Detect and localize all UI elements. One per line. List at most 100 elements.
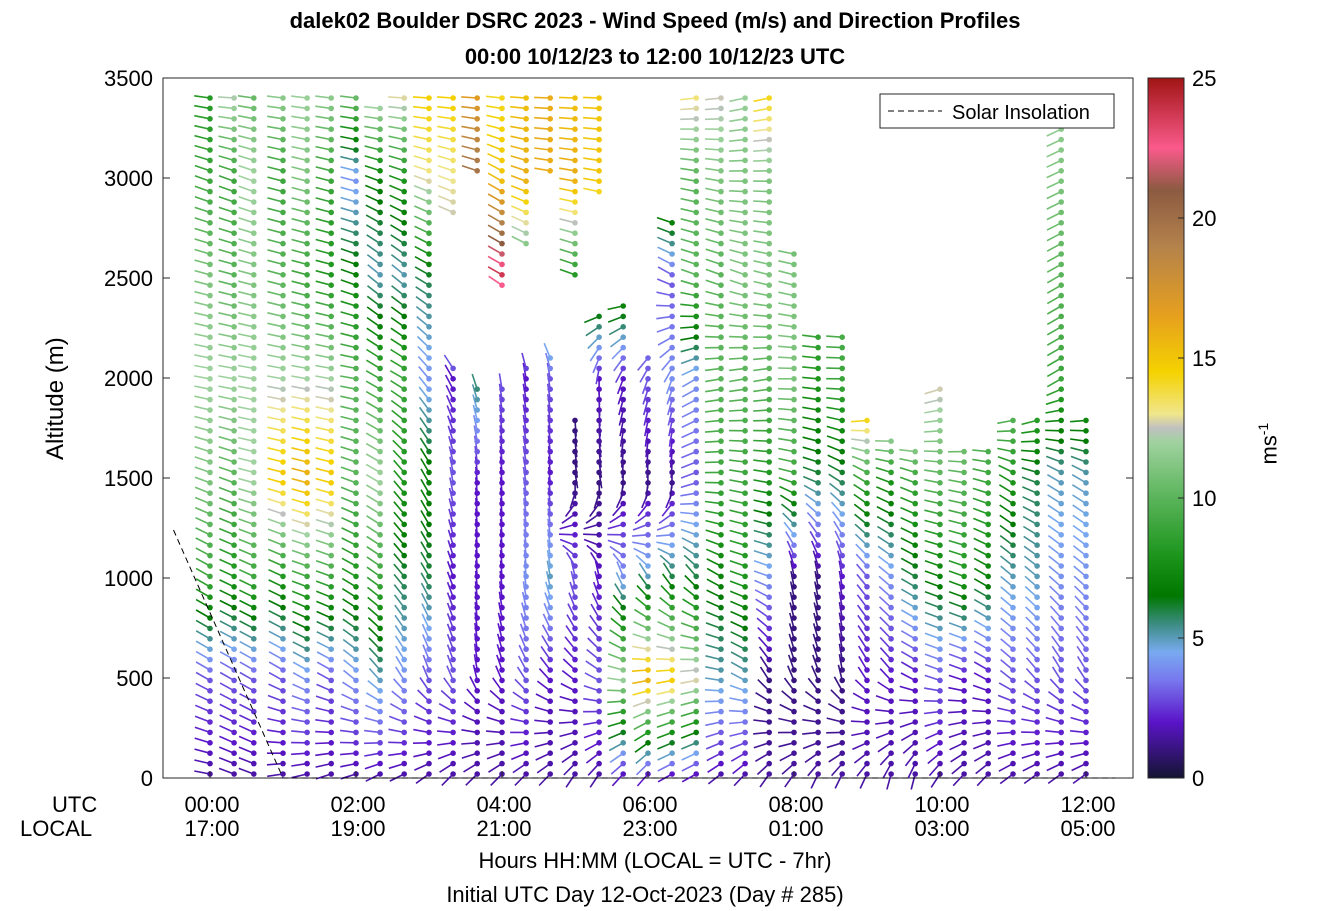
wind-barb-dot [766,282,772,289]
wind-barb-dot [280,719,286,725]
wind-barb-dot [280,303,286,309]
wind-barb-dot [1010,459,1016,465]
wind-barb-dot [669,698,675,704]
wind-barb-dot [1010,480,1016,486]
wind-barb-dot [596,365,602,372]
wind-barb-dot [1083,428,1089,434]
wind-barb-dot [426,719,432,725]
wind-barb-dot [401,386,408,393]
wind-barb-dot [207,178,213,184]
wind-barb-dot [620,386,626,393]
wind-barb-dot [231,230,237,236]
wind-barb-dot [523,656,529,663]
wind-barb-dot [450,636,456,642]
wind-barb-dot [251,490,257,497]
wind-barb-dot [961,750,967,756]
wind-barb-dot [304,188,310,195]
wind-barb-dot [693,771,699,777]
wind-barb-dot [766,220,772,226]
wind-barb-dot [353,521,359,528]
wind-barb-dot [353,719,359,725]
wind-barb-dot [328,261,335,268]
wind-barb-dot [669,324,675,330]
wind-barb-dot [1083,448,1089,455]
wind-barb-dot [572,750,578,756]
wind-barb-dot [426,760,432,767]
wind-barb-dot [572,168,578,174]
wind-barb-dot [693,428,699,434]
wind-barb-dot [207,500,213,507]
wind-barb-dot [304,604,310,611]
wind-barb-dot [937,594,943,600]
wind-barb-dot [231,698,237,704]
wind-barb-dot [280,604,286,611]
wind-barb-dot [547,594,553,600]
wind-barb-dot [499,615,505,621]
wind-barb-dot [1058,656,1064,663]
wind-barb-dot [572,625,578,632]
wind-barb-dot [742,417,748,424]
wind-barb-dot [645,625,651,632]
wind-barb-dot [304,511,310,517]
wind-barb-dot [669,552,675,559]
wind-barb-dot [251,760,257,767]
wind-barb-dot [547,417,553,424]
wind-barb-dot [766,708,772,715]
wind-barb-dot [280,698,286,704]
wind-barb-dot [1034,636,1040,642]
wind-barb-dot [1058,771,1064,777]
wind-barb-dot [888,708,894,715]
wind-barb-dot [280,355,286,361]
wind-barb-dot [474,147,481,153]
wind-barb-dot [251,396,257,403]
wind-barb-dot [742,729,748,736]
wind-barb-dot [474,688,481,694]
wind-barb-dot [377,126,383,132]
wind-barb-dot [426,490,432,497]
wind-barb-dot [718,521,724,528]
wind-barb-dot [353,708,359,715]
wind-barb-dot [693,251,699,257]
wind-barb-dot [474,105,481,112]
wind-barb-dot [985,656,991,663]
wind-barb-dot [231,417,237,424]
wind-barb-dot [251,771,257,777]
wind-barb-dot [693,240,699,247]
wind-barb-dot [572,500,578,507]
wind-barb-dot [766,168,772,174]
wind-barb-dot [547,750,553,756]
wind-barb-dot [620,344,626,351]
wind-barb-dot [1010,511,1016,517]
wind-barb-dot [985,636,991,642]
wind-barb-dot [961,615,967,621]
wind-barb-dot [718,771,724,777]
wind-barb-dot [231,604,237,611]
wind-barb-dot [523,376,529,382]
wind-barb-dot [766,95,772,101]
wind-barb-dot [791,688,797,694]
wind-barb-dot [766,376,772,382]
wind-barb-dot [766,313,772,320]
wind-barb-dot [572,272,578,278]
wind-barb-dot [1083,594,1089,600]
wind-barb-dot [353,126,359,132]
wind-barb-dot [328,500,335,507]
wind-barb-dot [791,355,797,361]
wind-barb-dot [693,656,699,663]
wind-barb-dot [572,677,578,684]
wind-barb-dot [499,240,505,247]
wind-barb-dot [985,615,991,621]
wind-barb-dot [791,594,797,600]
wind-barb-dot [231,168,237,174]
wind-barb-dot [912,708,918,715]
wind-barb-dot [401,230,408,236]
wind-barb-dot [669,604,675,611]
wind-barb-dot [620,698,626,704]
wind-barb-dot [791,334,797,341]
wind-barb-dot [304,324,310,330]
wind-barb-dot [231,116,237,122]
wind-barb-dot [523,147,529,153]
wind-barb-dot [353,760,359,767]
wind-barb-dot [353,532,359,538]
wind-barb-dot [280,563,286,569]
